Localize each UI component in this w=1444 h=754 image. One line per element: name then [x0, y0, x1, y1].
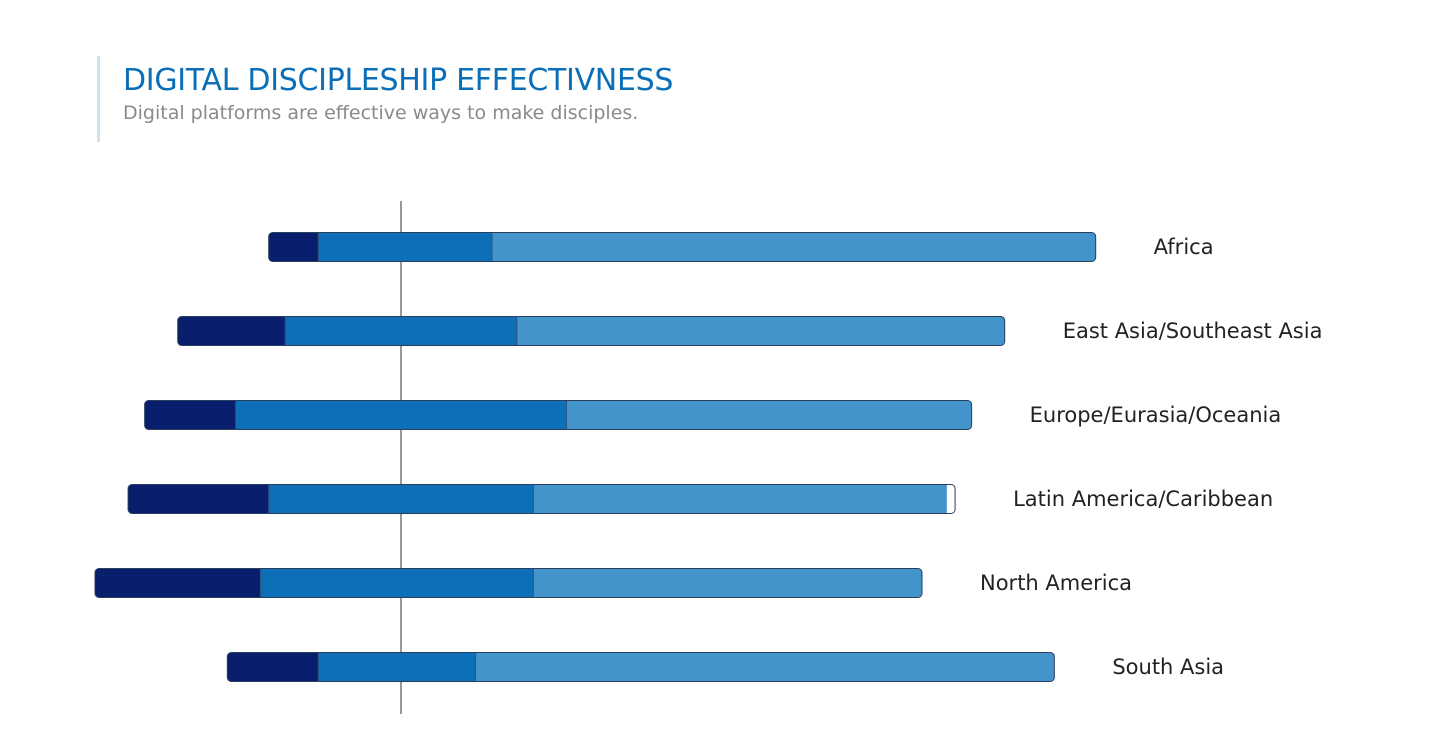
bar-segment-1	[95, 568, 261, 598]
bar-segment-3	[516, 316, 1005, 346]
bar-segment-3	[533, 484, 947, 514]
bar-segment-2	[235, 400, 567, 430]
bar-segment-1	[268, 232, 319, 262]
bar-outline	[127, 484, 956, 514]
category-label: South Asia	[1112, 655, 1224, 679]
bar-segment-3	[566, 400, 972, 430]
bar-segment-3	[475, 652, 1055, 682]
bar-segment-3	[533, 568, 923, 598]
bar-row: South Asia	[226, 652, 1224, 682]
bar-outline	[144, 400, 973, 430]
category-label: East Asia/Southeast Asia	[1063, 319, 1323, 343]
category-label: Africa	[1154, 235, 1214, 259]
bar-outline	[268, 232, 1097, 262]
chart-subtitle: Digital platforms are effective ways to …	[123, 102, 639, 124]
bar-segment-2	[318, 652, 476, 682]
bar-outline	[177, 316, 1006, 346]
bar-segment-1	[227, 652, 319, 682]
bar-outline	[226, 652, 1055, 682]
category-label: Europe/Eurasia/Oceania	[1030, 403, 1282, 427]
bar-segment-2	[260, 568, 534, 598]
bar-row: Europe/Eurasia/Oceania	[144, 400, 1282, 430]
bar-segment-1	[128, 484, 269, 514]
chart-header: DIGITAL DISCIPLESHIP EFFECTIVNESS Digita…	[97, 56, 673, 142]
bar-row: Africa	[268, 232, 1214, 262]
bar-row: North America	[94, 568, 1132, 598]
category-label: North America	[980, 571, 1132, 595]
bar-segment-2	[268, 484, 534, 514]
bar-outline	[94, 568, 923, 598]
bar-segment-1	[177, 316, 286, 346]
category-label: Latin America/Caribbean	[1013, 487, 1273, 511]
bar-segment-3	[491, 232, 1096, 262]
bar-segment-1	[144, 400, 236, 430]
bar-segment-2	[318, 232, 492, 262]
bar-segment-2	[285, 316, 517, 346]
bar-row: East Asia/Southeast Asia	[177, 316, 1323, 346]
chart-title: DIGITAL DISCIPLESHIP EFFECTIVNESS	[123, 63, 674, 98]
bar-row: Latin America/Caribbean	[127, 484, 1273, 514]
